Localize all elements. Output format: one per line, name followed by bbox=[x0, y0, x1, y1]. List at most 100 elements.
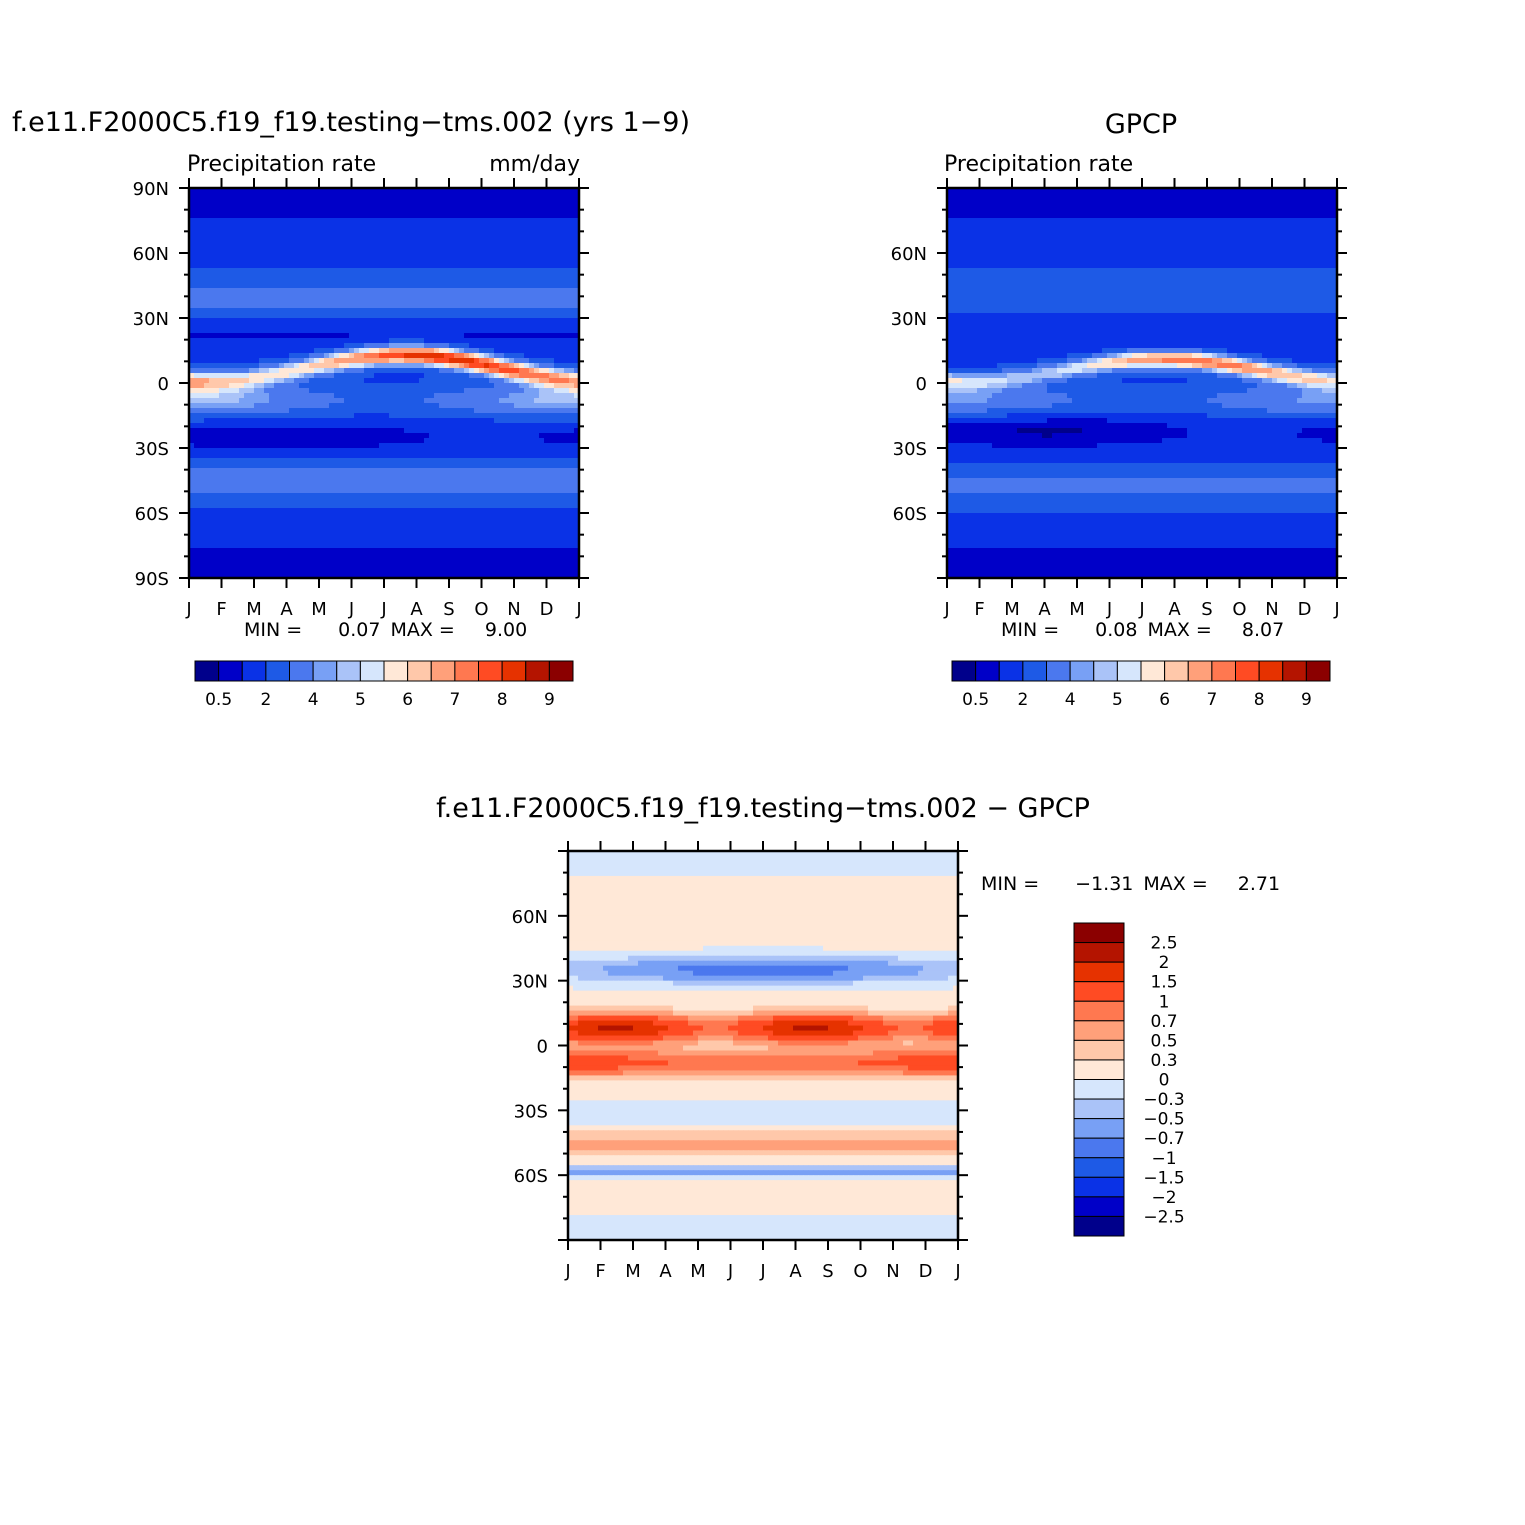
field-cell bbox=[229, 368, 235, 374]
field-cell bbox=[529, 228, 535, 234]
field-cell bbox=[539, 428, 545, 434]
field-cell bbox=[514, 263, 520, 269]
field-cell bbox=[529, 443, 535, 449]
field-cell bbox=[344, 338, 350, 344]
field-cell bbox=[469, 293, 475, 299]
field-cell bbox=[404, 233, 410, 239]
field-cell bbox=[399, 343, 405, 349]
field-cell bbox=[259, 233, 265, 239]
field-cell bbox=[489, 308, 495, 314]
field-cell bbox=[259, 453, 265, 459]
field-cell bbox=[354, 388, 360, 394]
field-cell bbox=[519, 383, 525, 389]
field-cell bbox=[414, 323, 420, 329]
field-cell bbox=[409, 468, 415, 474]
field-cell bbox=[469, 348, 475, 354]
field-cell bbox=[344, 493, 350, 499]
field-cell bbox=[479, 248, 485, 254]
field-cell bbox=[534, 338, 540, 344]
field-cell bbox=[294, 243, 300, 249]
field-cell bbox=[404, 428, 410, 434]
field-cell bbox=[349, 378, 355, 384]
field-cell bbox=[189, 348, 195, 354]
field-cell bbox=[234, 383, 240, 389]
field-cell bbox=[209, 233, 215, 239]
field-cell bbox=[369, 463, 375, 469]
field-cell bbox=[429, 428, 435, 434]
field-cell bbox=[334, 458, 340, 464]
field-cell bbox=[519, 288, 525, 294]
field-cell bbox=[569, 418, 575, 424]
field-cell bbox=[429, 473, 435, 479]
field-cell bbox=[359, 498, 365, 504]
field-cell bbox=[489, 493, 495, 499]
field-cell bbox=[549, 348, 555, 354]
field-cell bbox=[564, 423, 570, 429]
field-cell bbox=[314, 368, 320, 374]
field-cell bbox=[374, 218, 380, 224]
field-cell bbox=[234, 233, 240, 239]
field-cell bbox=[219, 208, 225, 214]
field-cell bbox=[374, 498, 380, 504]
field-cell bbox=[274, 343, 280, 349]
field-cell bbox=[304, 353, 310, 359]
field-cell bbox=[259, 313, 265, 319]
field-cell bbox=[459, 468, 465, 474]
field-cell bbox=[279, 353, 285, 359]
field-cell bbox=[224, 363, 230, 369]
field-cell bbox=[304, 188, 310, 194]
field-cell bbox=[524, 293, 530, 299]
field-cell bbox=[409, 343, 415, 349]
field-cell bbox=[494, 418, 500, 424]
field-cell bbox=[239, 443, 245, 449]
field-cell bbox=[349, 208, 355, 214]
field-cell bbox=[264, 218, 270, 224]
field-cell bbox=[209, 343, 215, 349]
field-cell bbox=[289, 413, 295, 419]
field-cell bbox=[349, 423, 355, 429]
field-cell bbox=[484, 418, 490, 424]
field-cell bbox=[254, 333, 260, 339]
field-cell bbox=[324, 433, 330, 439]
field-cell bbox=[254, 418, 260, 424]
field-cell bbox=[394, 498, 400, 504]
field-cell bbox=[384, 408, 390, 414]
field-cell bbox=[249, 408, 255, 414]
field-cell bbox=[319, 378, 325, 384]
field-cell bbox=[224, 403, 230, 409]
field-cell bbox=[354, 223, 360, 229]
field-cell bbox=[524, 213, 530, 219]
field-cell bbox=[299, 433, 305, 439]
field-cell bbox=[419, 368, 425, 374]
field-cell bbox=[274, 263, 280, 269]
field-cell bbox=[319, 458, 325, 464]
field-cell bbox=[204, 453, 210, 459]
field-cell bbox=[204, 428, 210, 434]
field-cell bbox=[534, 458, 540, 464]
field-cell bbox=[204, 308, 210, 314]
field-cell bbox=[399, 358, 405, 364]
field-cell bbox=[349, 433, 355, 439]
field-cell bbox=[459, 308, 465, 314]
field-cell bbox=[334, 268, 340, 274]
field-cell bbox=[439, 248, 445, 254]
field-cell bbox=[324, 343, 330, 349]
field-cell bbox=[474, 378, 480, 384]
field-cell bbox=[264, 233, 270, 239]
field-cell bbox=[419, 193, 425, 199]
field-cell bbox=[254, 468, 260, 474]
field-cell bbox=[469, 413, 475, 419]
field-cell bbox=[479, 253, 485, 259]
field-cell bbox=[469, 278, 475, 284]
field-cell bbox=[274, 318, 280, 324]
field-cell bbox=[399, 458, 405, 464]
field-cell bbox=[554, 388, 560, 394]
field-cell bbox=[369, 318, 375, 324]
field-cell bbox=[194, 458, 200, 464]
field-cell bbox=[269, 438, 275, 444]
field-cell bbox=[564, 398, 570, 404]
field-cell bbox=[549, 438, 555, 444]
field-cell bbox=[354, 423, 360, 429]
field-cell bbox=[289, 473, 295, 479]
field-cell bbox=[459, 253, 465, 259]
